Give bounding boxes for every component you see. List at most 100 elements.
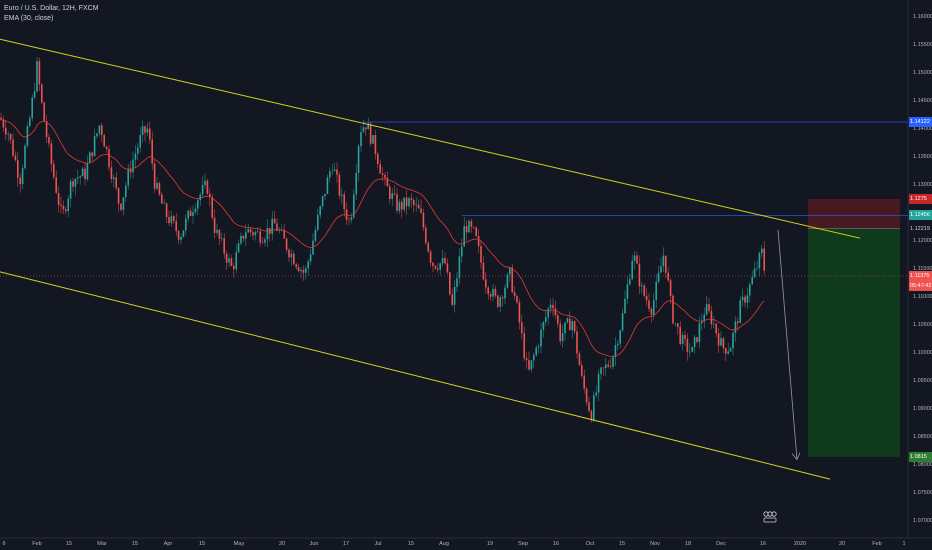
- candle-body: [259, 231, 261, 243]
- indicator-title[interactable]: EMA (30, close): [4, 15, 54, 22]
- candle-body: [180, 237, 182, 240]
- candle-body: [249, 229, 252, 233]
- candle-body: [715, 323, 717, 334]
- candle-body: [98, 125, 101, 134]
- candle-body: [211, 197, 213, 218]
- candle-body: [681, 335, 684, 344]
- candle-body: [641, 285, 643, 287]
- candle-body: [50, 143, 53, 165]
- take-profit-zone: [808, 228, 900, 457]
- price-tick-label: 1.13000: [913, 181, 932, 188]
- candle-body: [302, 269, 305, 273]
- time-tick-label: 2020: [793, 541, 807, 547]
- candle-body: [693, 337, 696, 347]
- candle-body: [521, 322, 523, 334]
- candle-body: [216, 229, 218, 233]
- candle-body: [449, 272, 451, 295]
- candle-body: [127, 168, 129, 186]
- symbol-title[interactable]: Euro / U.S. Dollar, 12H, FXCM: [4, 5, 99, 12]
- candle-body: [590, 411, 593, 421]
- candle-body: [91, 152, 93, 157]
- candle-body: [602, 367, 605, 369]
- candle-body: [523, 333, 525, 359]
- candle-body: [84, 168, 86, 180]
- candle-body: [79, 176, 81, 178]
- candle-body: [566, 318, 569, 323]
- candle-body: [283, 229, 285, 239]
- candle-body: [727, 351, 729, 354]
- time-tick-label: Jun: [309, 541, 319, 547]
- time-tick-label: 15: [618, 541, 626, 547]
- time-tick-label: 15: [131, 541, 139, 547]
- candle-body: [321, 196, 324, 207]
- candle-body: [314, 229, 317, 241]
- candle-body: [585, 388, 588, 403]
- candle-body: [300, 269, 302, 272]
- candle-body: [2, 119, 5, 128]
- candle-body: [113, 177, 115, 179]
- candle-body: [504, 287, 506, 299]
- forecast-arrow-head: [791, 452, 801, 461]
- candle-body: [665, 255, 667, 273]
- candle-body: [437, 268, 439, 270]
- candle-body: [564, 322, 566, 334]
- candle-body: [705, 304, 708, 315]
- candle-body: [518, 302, 521, 323]
- candle-body: [480, 246, 482, 263]
- candle-body: [31, 97, 33, 119]
- time-tick-label: 16: [552, 541, 560, 547]
- candle-body: [396, 194, 398, 211]
- candle-body: [559, 323, 561, 342]
- candle-body: [405, 197, 408, 207]
- time-tick-label: Mar: [97, 541, 107, 547]
- candle-body: [506, 274, 509, 288]
- candle-body: [417, 204, 420, 209]
- candle-body: [120, 203, 122, 210]
- forecast-arrow[interactable]: [777, 229, 801, 461]
- candle-body: [24, 145, 26, 169]
- candle-body: [103, 135, 105, 147]
- candle-body: [420, 208, 422, 213]
- candle-body: [38, 61, 41, 85]
- forecast-arrow-shaft: [777, 229, 798, 460]
- candle-body: [583, 375, 585, 389]
- candle-body: [341, 194, 343, 196]
- time-tick-label: 15: [198, 541, 206, 547]
- time-tick-label: Apr: [163, 541, 173, 547]
- stop-loss-zone: [808, 198, 900, 229]
- candle-body: [312, 240, 314, 255]
- candle-body: [273, 218, 276, 224]
- candle-body: [619, 330, 621, 344]
- channel-upper-line: [0, 38, 861, 239]
- candle-body: [662, 255, 665, 267]
- time-tick-label: Sep: [518, 541, 528, 547]
- author-badge-icon[interactable]: [762, 509, 778, 523]
- candle-body: [187, 210, 189, 219]
- candle-body: [144, 126, 146, 133]
- candle-body: [633, 255, 636, 261]
- channel-lines[interactable]: [0, 38, 861, 480]
- candle-body: [206, 180, 209, 194]
- candle-body: [19, 177, 21, 185]
- candle-body: [69, 181, 72, 199]
- candle-body: [12, 139, 14, 156]
- candle-body: [612, 357, 614, 367]
- candle-body: [295, 264, 297, 268]
- candle-body: [739, 300, 741, 324]
- candle-body: [446, 263, 449, 273]
- candle-body: [285, 238, 288, 250]
- candle-body: [614, 345, 617, 358]
- candle-body: [499, 297, 501, 307]
- price-tick-label: 1.10500: [913, 322, 932, 329]
- candle-body: [67, 198, 69, 212]
- candle-body: [230, 258, 233, 266]
- time-tick-label: Jul: [374, 541, 382, 547]
- candle-body: [470, 221, 473, 227]
- candle-body: [194, 208, 197, 213]
- candle-body: [204, 180, 206, 186]
- candle-body: [427, 242, 429, 252]
- candle-body: [458, 256, 461, 279]
- candle-body: [674, 323, 677, 324]
- candle-body: [549, 304, 552, 309]
